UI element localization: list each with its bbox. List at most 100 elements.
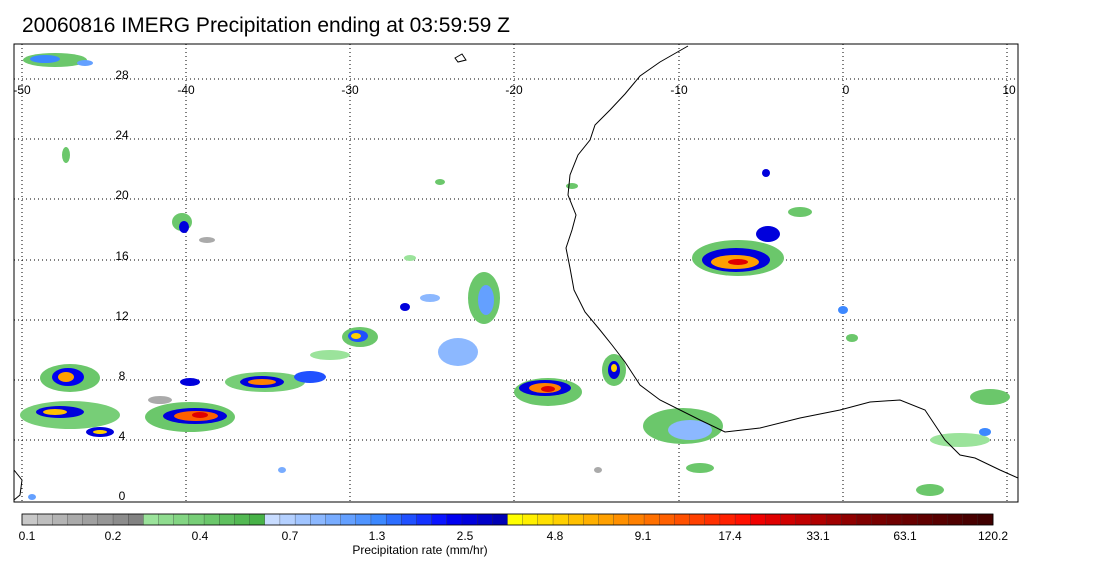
colorbar-swatch [431,513,448,526]
lat-tick: 0 [119,489,126,503]
lat-tick: 24 [115,128,129,142]
colorbar-swatch [507,513,524,526]
colorbar-swatch [932,513,948,526]
colorbar-swatch [856,513,872,526]
colorbar-swatch [810,513,827,526]
colorbar-swatch [886,513,903,526]
colorbar-swatch [825,513,842,526]
colorbar-swatch [401,513,417,526]
map-title: 20060816 IMERG Precipitation ending at 0… [22,14,510,37]
colorbar-swatch [977,513,994,526]
precipitation-field [20,53,1010,500]
colorbar-swatch [674,513,690,526]
colorbar-swatch [128,513,144,526]
colorbar-swatch [719,513,736,526]
colorbar-swatch [947,513,963,526]
colorbar-swatch [310,513,326,526]
colorbar-swatch [841,513,857,526]
coastline [13,45,1019,501]
colorbar-swatch [234,513,250,526]
colorbar-swatch [21,513,38,526]
lat-tick: 4 [119,429,126,443]
colorbar-swatch [583,513,599,526]
lat-tick: 28 [115,68,129,82]
colorbar-swatch [477,513,493,526]
colorbar-swatches [21,513,994,526]
colorbar-swatch [416,513,432,526]
colorbar-swatch [112,513,129,526]
colorbar-swatch [659,513,675,526]
lon-tick: -50 [13,83,31,97]
colorbar-swatch [765,513,781,526]
colorbar-swatch [158,513,175,526]
longitude-labels: -50 -40 -30 -20 -10 0 10 [13,83,1016,97]
colorbar-swatch [552,513,569,526]
colorbar-tick-label: 0.1 [19,529,36,543]
colorbar-tick-label: 0.2 [105,529,122,543]
colorbar-tick-label: 1.3 [369,529,386,543]
colorbar-swatch [962,513,979,526]
lat-tick: 12 [115,309,129,323]
colorbar-swatch [37,513,53,526]
colorbar-swatch [492,513,508,526]
colorbar-tick-label: 0.7 [282,529,299,543]
colorbar-swatch [598,513,615,526]
colorbar-swatch [446,513,463,526]
colorbar-swatch [568,513,584,526]
colorbar-tick-label: 2.5 [457,529,474,543]
colorbar-swatch [264,513,281,526]
colorbar-swatch [249,513,266,526]
colorbar-swatch [704,513,721,526]
colorbar-swatch [901,513,918,526]
colorbar-swatch [871,513,888,526]
colorbar-tick-label: 9.1 [635,529,652,543]
colorbar-swatch [385,513,402,526]
colorbar-swatch [370,513,387,526]
colorbar-swatch [97,513,114,526]
colorbar-swatch [795,513,812,526]
colorbar-swatch [750,513,766,526]
colorbar-swatch [537,513,554,526]
colorbar-swatch [143,513,159,526]
colorbar-tick-label: 17.4 [718,529,742,543]
lon-tick: 10 [1002,83,1016,97]
colorbar-swatch [643,513,660,526]
colorbar-swatch [734,513,751,526]
colorbar-swatch [628,513,645,526]
colorbar-swatch [780,513,797,526]
graticule [14,44,1018,502]
colorbar-swatch [279,513,296,526]
colorbar-tick-label: 4.8 [547,529,564,543]
colorbar-swatch [173,513,190,526]
colorbar-swatch [325,513,341,526]
colorbar-tick-label: 63.1 [893,529,917,543]
colorbar-swatch [613,513,630,526]
colorbar-swatch [203,513,220,526]
colorbar-tick-label: 0.4 [192,529,209,543]
lon-tick: -10 [670,83,688,97]
colorbar-swatch [294,513,311,526]
colorbar-swatch [522,513,539,526]
colorbar-swatch [340,513,357,526]
lat-tick: 8 [119,369,126,383]
latitude-labels: 28 24 20 16 12 8 4 0 [115,68,129,503]
colorbar-tick-label: 33.1 [806,529,830,543]
colorbar-swatch [355,513,372,526]
colorbar-swatch [188,513,205,526]
colorbar-swatch [219,513,235,526]
colorbar-swatch [67,513,84,526]
colorbar-tick-label: 120.2 [978,529,1008,543]
colorbar-swatch [689,513,706,526]
colorbar-swatch [461,513,478,526]
lon-tick: -30 [341,83,359,97]
colorbar-frame [21,513,994,526]
colorbar-title: Precipitation rate (mm/hr) [352,543,487,557]
lon-tick: -40 [177,83,195,97]
lon-tick: -20 [505,83,523,97]
lon-tick: 0 [843,83,850,97]
colorbar-swatch [82,513,99,526]
colorbar-ticks: 0.1 0.2 0.4 0.7 1.3 2.5 4.8 9.1 17.4 33.… [19,529,1009,543]
